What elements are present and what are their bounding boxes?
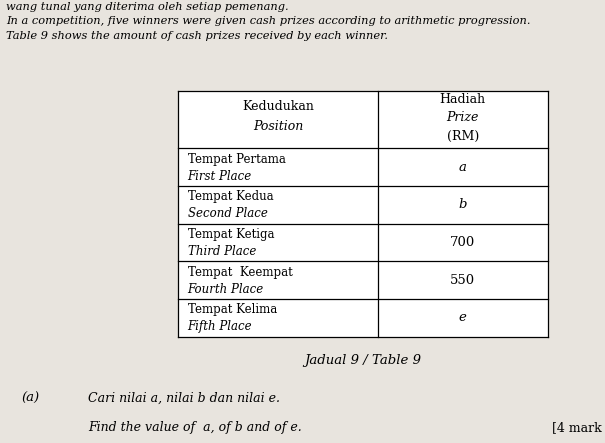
Text: Find the value of  a, of b and of e.: Find the value of a, of b and of e. [88, 421, 301, 434]
Text: Second Place: Second Place [188, 207, 267, 220]
Text: Kedudukan: Kedudukan [243, 100, 314, 113]
Text: Position: Position [253, 120, 304, 133]
Text: Table 9 shows the amount of cash prizes received by each winner.: Table 9 shows the amount of cash prizes … [6, 31, 388, 41]
Text: Fifth Place: Fifth Place [188, 320, 252, 333]
Text: First Place: First Place [188, 170, 252, 183]
Text: (a): (a) [21, 392, 39, 405]
Text: a: a [459, 161, 467, 174]
Text: Jadual 9 / Table 9: Jadual 9 / Table 9 [304, 354, 422, 367]
Bar [178, 91, 548, 337]
Text: Tempat  Keempat: Tempat Keempat [188, 266, 292, 279]
Text: 700: 700 [450, 236, 476, 249]
Text: Fourth Place: Fourth Place [188, 283, 264, 295]
Text: Tempat Kelima: Tempat Kelima [188, 303, 277, 316]
Text: Cari nilai a, nilai b dan nilai e.: Cari nilai a, nilai b dan nilai e. [88, 392, 280, 405]
Text: (RM): (RM) [446, 130, 479, 143]
Text: wang tunal yang diterima oleh setiap pemenang.: wang tunal yang diterima oleh setiap pem… [6, 2, 289, 12]
Text: Prize: Prize [446, 111, 479, 124]
Text: b: b [459, 198, 467, 211]
Text: [4 mark: [4 mark [552, 421, 602, 434]
Text: e: e [459, 311, 467, 324]
Text: Hadiah: Hadiah [440, 93, 486, 106]
Text: Tempat Ketiga: Tempat Ketiga [188, 228, 274, 241]
Text: In a competition, five winners were given cash prizes according to arithmetic pr: In a competition, five winners were give… [6, 16, 531, 27]
Text: 550: 550 [450, 274, 476, 287]
Text: Tempat Kedua: Tempat Kedua [188, 190, 273, 203]
Text: Third Place: Third Place [188, 245, 256, 258]
Text: Tempat Pertama: Tempat Pertama [188, 153, 286, 166]
